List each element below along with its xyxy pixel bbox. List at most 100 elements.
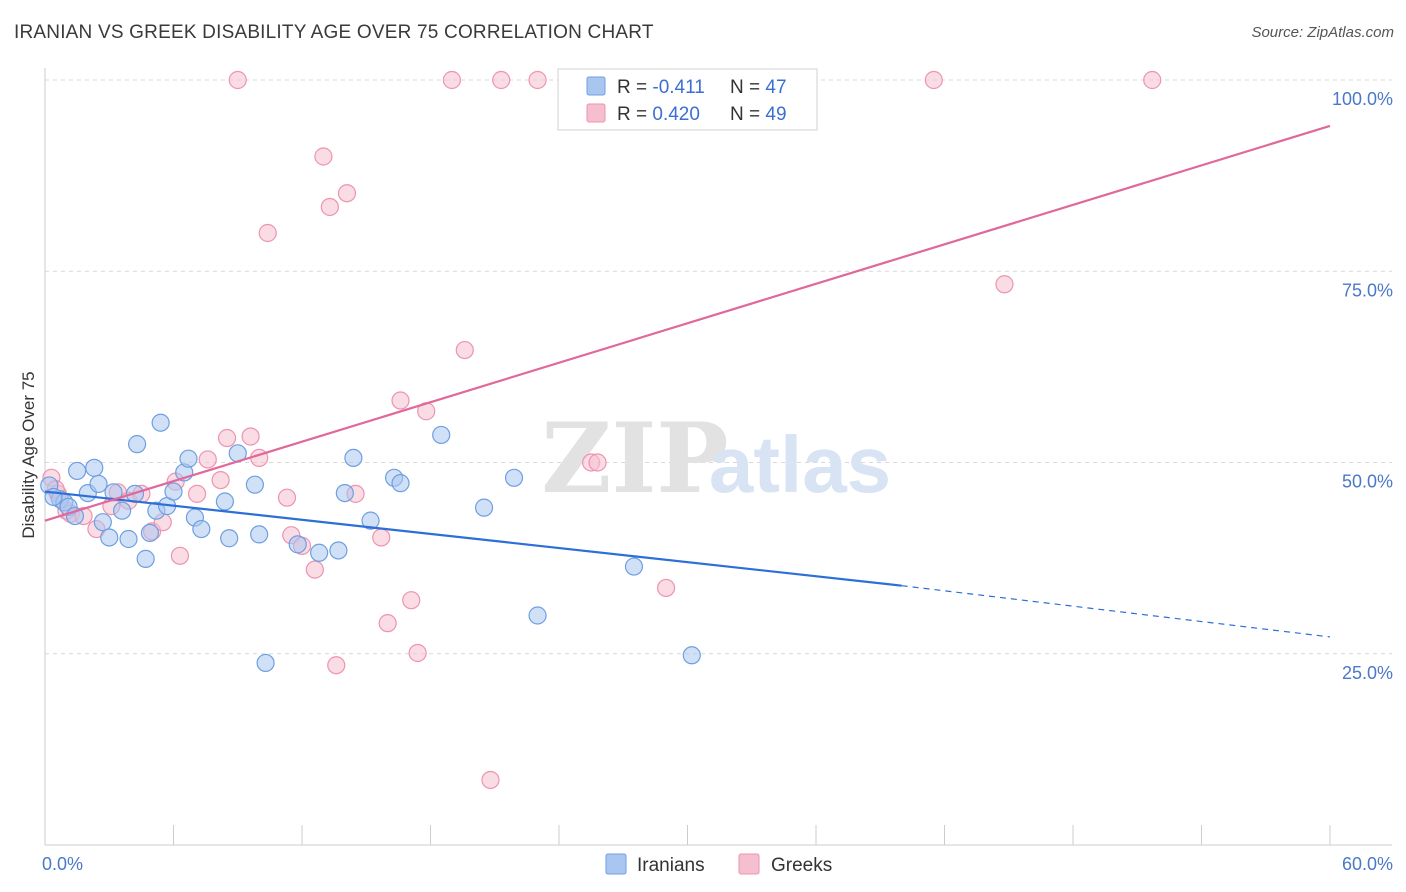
greek-point	[995, 275, 1014, 294]
grid-layer	[45, 79, 1392, 655]
greek-point	[455, 340, 474, 360]
bottom-legend-iranians: Iranians	[637, 855, 705, 876]
iranian-point	[100, 528, 119, 547]
axes-layer: 25.0% 50.0% 75.0% 100.0% 0.0% 60.0%	[42, 68, 1393, 874]
iranian-point	[288, 535, 307, 554]
x-tick-label: 0.0%	[42, 854, 83, 874]
greek-point	[320, 197, 339, 217]
legend-swatch-iranians	[586, 76, 606, 96]
iranian-point	[140, 523, 160, 542]
iranians-trendline	[44, 490, 902, 587]
iranian-point	[361, 511, 380, 530]
greek-point	[492, 70, 511, 90]
iranian-point	[528, 606, 547, 625]
legend-r-label: R =	[617, 104, 652, 125]
greek-point	[228, 70, 247, 90]
bottom-legend-swatch-greeks	[738, 853, 760, 875]
iranian-point	[329, 541, 348, 560]
legend-r-label: R =	[617, 77, 652, 98]
greek-point	[481, 770, 500, 790]
iranians-trendline-extension	[901, 585, 1331, 638]
y-tick-label: 25.0%	[1342, 663, 1393, 683]
greek-point	[656, 578, 676, 598]
iranian-point	[68, 461, 87, 481]
greek-point	[241, 427, 260, 446]
y-tick-label: 50.0%	[1342, 472, 1393, 492]
iranian-point	[136, 549, 155, 568]
chart-title: IRANIAN VS GREEK DISABILITY AGE OVER 75 …	[14, 22, 654, 43]
greek-point	[187, 484, 207, 503]
legend-n-value-greeks: 49	[765, 104, 786, 125]
watermark-atlas: atlas	[709, 420, 891, 509]
iranian-point	[215, 492, 234, 511]
iranian-point	[127, 435, 147, 454]
legend-n-label: N =	[730, 77, 765, 98]
greek-point	[528, 70, 547, 90]
watermark-zip: ZIP	[541, 402, 728, 515]
iranian-point	[250, 525, 269, 544]
greek-point	[217, 428, 237, 448]
greek-point	[198, 450, 217, 469]
iranian-point	[310, 543, 329, 562]
greek-point	[211, 470, 230, 490]
iranian-point	[85, 458, 104, 477]
greek-point	[402, 591, 421, 610]
legend-n-label: N =	[730, 104, 765, 125]
greek-point	[924, 70, 943, 90]
greek-point	[258, 223, 277, 243]
iranian-point	[391, 474, 410, 493]
greek-point	[408, 643, 427, 663]
greek-point	[442, 70, 462, 90]
iranian-point	[682, 646, 701, 665]
source-label: Source: ZipAtlas.com	[1251, 24, 1394, 41]
iranian-point	[344, 448, 363, 468]
svg-text:N = 49: N = 49	[730, 104, 787, 125]
iranian-point	[112, 501, 132, 520]
greek-point	[372, 528, 391, 547]
greek-point	[337, 184, 357, 203]
iranian-point	[151, 413, 170, 432]
legend-n-value-iranians: 47	[765, 77, 786, 98]
bottom-legend-swatch-iranians	[605, 853, 627, 875]
bottom-legend-greeks: Greeks	[771, 855, 832, 876]
iranian-point	[245, 475, 264, 494]
greek-point	[1143, 70, 1162, 90]
iranian-point	[104, 483, 123, 502]
iranian-point	[624, 557, 644, 576]
iranian-point	[504, 468, 524, 487]
legend-box: R = -0.411 N = 47 R = 0.420 N = 49	[557, 68, 818, 131]
legend-r-value-greeks: 0.420	[652, 104, 700, 125]
greek-point	[588, 453, 607, 472]
greeks-trendline	[44, 124, 1331, 522]
greek-point	[327, 656, 346, 675]
legend-row-iranians: R = -0.411 N = 47	[586, 76, 787, 98]
iranian-point	[192, 519, 211, 539]
svg-text:R = -0.411: R = -0.411	[617, 77, 705, 98]
legend-row-greeks: R = 0.420 N = 49	[586, 103, 787, 125]
iranian-point	[119, 529, 138, 549]
iranian-point	[179, 449, 198, 468]
iranian-point	[256, 653, 275, 673]
iranian-point	[89, 474, 108, 494]
watermark: ZIP atlas	[541, 402, 891, 515]
svg-text:N = 47: N = 47	[730, 77, 787, 98]
iranian-point	[335, 484, 354, 503]
y-axis-label: Disability Age Over 75	[19, 371, 38, 538]
iranian-point	[93, 513, 112, 532]
iranian-point	[164, 482, 183, 501]
greek-point	[277, 488, 297, 507]
iranian-point	[474, 498, 494, 517]
greek-point	[314, 147, 333, 166]
bottom-legend: Iranians Greeks	[605, 853, 832, 876]
greek-point	[305, 560, 324, 579]
iranian-point	[220, 529, 239, 548]
greek-point	[391, 391, 410, 410]
trendlines	[44, 124, 1331, 638]
legend-r-value-iranians: -0.411	[652, 77, 704, 98]
x-tick-label: 60.0%	[1342, 854, 1393, 874]
y-tick-label: 75.0%	[1342, 280, 1393, 300]
greek-point	[378, 614, 397, 633]
iranian-point	[432, 425, 451, 445]
svg-text:R = 0.420: R = 0.420	[617, 104, 700, 125]
